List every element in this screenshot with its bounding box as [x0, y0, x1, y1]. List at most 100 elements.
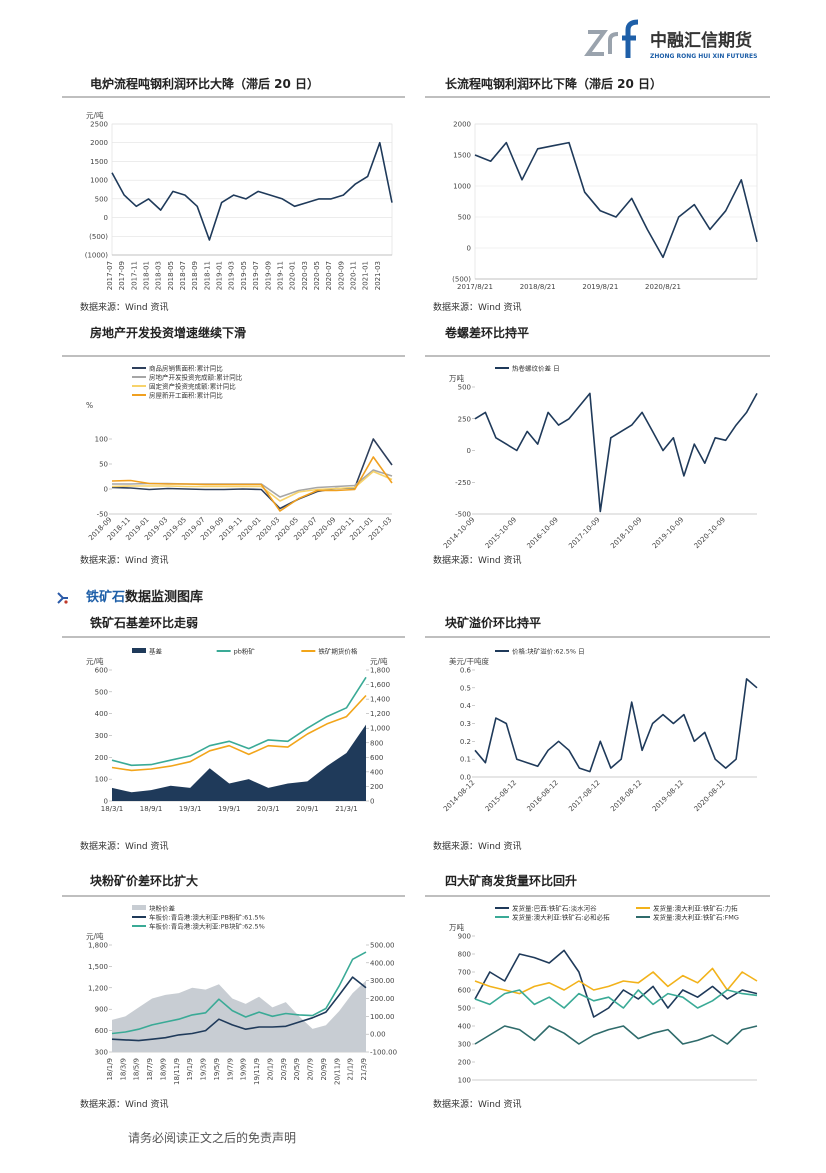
line: [111, 438, 393, 510]
legend-label: 房屋新开工面积:累计同比: [149, 391, 223, 400]
legend-label: 热卷螺纹价差 日: [512, 364, 560, 373]
x-tick-label: 2020-10-09: [693, 516, 727, 550]
line: [474, 989, 758, 1009]
y-tick-label: 0: [467, 447, 471, 455]
y-tick-label: 500: [95, 195, 108, 203]
y-tick-label: 0.3: [460, 720, 471, 728]
logo-r: [608, 32, 619, 54]
y-tick-label: 1,200: [88, 984, 108, 992]
x-tick-label: 20/11/9: [333, 1058, 341, 1085]
legend-label: 块粉价差: [149, 904, 176, 913]
y-tick-label: 900: [95, 1006, 108, 1014]
y-tick-label: 1,800: [370, 667, 390, 675]
chart-source: 数据来源：Wind 资讯: [433, 554, 521, 566]
y-tick-label: 0.6: [460, 667, 472, 675]
y-tick-label: 600: [95, 1027, 108, 1035]
x-tick-label: 19/11/9: [253, 1058, 261, 1085]
y-axis-unit: 万吨: [449, 373, 464, 383]
line: [474, 392, 758, 513]
x-tick-label: 20/7/9: [307, 1058, 315, 1081]
y-tick-label: (500): [452, 276, 471, 284]
plot-frame: [474, 123, 758, 280]
y-tick-label: 600: [458, 987, 471, 995]
logo: 中融汇信期货 ZHONG RONG HUI XIN FUTURES: [584, 19, 757, 60]
legend-label: 车板价:青岛港:澳大利亚:PB块矿:62.5%: [149, 922, 265, 931]
legend-label: 房地产开发投资完成额:累计同比: [149, 373, 243, 382]
x-tick-label: 18/3/1: [101, 805, 124, 813]
chart-source: 数据来源：Wind 资讯: [433, 301, 521, 313]
y-tick-label: 1,500: [88, 963, 108, 971]
x-tick-label: 21/3/9: [360, 1058, 368, 1081]
y-tick-label: 200: [95, 754, 108, 762]
x-tick-label: 2020-07: [325, 261, 333, 290]
y-tick-label: 0.5: [460, 684, 471, 692]
x-tick-label: 20/5/9: [293, 1058, 301, 1081]
y-tick-label: 900: [458, 933, 471, 941]
x-tick-label: 2019-07: [252, 261, 260, 290]
x-tick-label: 20/3/9: [280, 1058, 288, 1081]
x-tick-label: 2017-10-09: [567, 516, 601, 550]
x-tick-label: 21/1/9: [347, 1058, 355, 1081]
x-tick-label: 2019-01: [216, 261, 224, 290]
x-tick-label: 2020-08-12: [693, 779, 727, 813]
x-tick-label: 2018-03: [155, 261, 163, 290]
x-tick-label: 2017/8/21: [457, 283, 493, 291]
y-tick-label: 1,600: [370, 681, 390, 689]
chart-source: 数据来源：Wind 资讯: [80, 840, 168, 852]
x-tick-label: 2019-08-12: [651, 779, 685, 813]
x-tick-label: 19/1/9: [186, 1058, 194, 1081]
chart-source: 数据来源：Wind 资讯: [433, 1098, 521, 1110]
section-highlight: 铁矿石: [85, 589, 125, 605]
y-tick-label: 1000: [453, 183, 471, 191]
x-tick-label: 2018-01: [143, 261, 151, 290]
line: [111, 676, 367, 767]
legend-label: 固定资产投资完成额:累计同比: [149, 382, 236, 391]
y-tick-label: 500: [458, 384, 471, 392]
x-tick-label: 19/3/9: [200, 1058, 208, 1081]
y-tick-label: 2500: [90, 121, 108, 129]
y-tick-label: 600: [370, 754, 383, 762]
y-tick-label: 0.1: [460, 756, 471, 764]
x-tick-label: 21/3/1: [335, 805, 358, 813]
x-tick-label: 18/1/9: [106, 1058, 114, 1081]
x-tick-label: 19/5/9: [213, 1058, 221, 1081]
y-tick-label: 100.00: [370, 1013, 395, 1021]
x-tick-label: 2020-11: [349, 261, 357, 290]
chart-heading: 房地产开发投资增速继续下滑: [90, 325, 246, 340]
y-tick-label: 0: [104, 798, 108, 806]
line: [111, 470, 393, 502]
y-axis-unit: 万吨: [449, 922, 464, 932]
chart-source: 数据来源：Wind 资讯: [80, 1098, 168, 1110]
section-marker: [57, 592, 68, 604]
x-tick-label: 2019-11: [276, 261, 284, 290]
line: [474, 949, 758, 1018]
y-tick-label: 1000: [90, 177, 108, 185]
x-tick-label: 2020-09: [337, 261, 345, 290]
y-tick-label: 100: [458, 1077, 471, 1085]
y-tick-label: 200.00: [370, 995, 395, 1003]
x-tick-label: 2017-07: [106, 261, 114, 290]
x-tick-label: 2018-08-12: [609, 779, 643, 813]
area: [112, 724, 366, 801]
x-tick-label: 2019-03: [228, 261, 236, 290]
chart-source: 数据来源：Wind 资讯: [80, 554, 168, 566]
x-tick-label: 2018-10-09: [609, 516, 643, 550]
chart-source: 数据来源：Wind 资讯: [433, 840, 521, 852]
line: [111, 694, 367, 772]
y-tick-label: 0: [467, 245, 471, 253]
legend-label: 发货量:澳大利亚:铁矿石:FMG: [653, 913, 739, 922]
legend-label: 价格:块矿溢价:62.5% 日: [512, 647, 585, 656]
x-tick-label: 18/9/1: [140, 805, 163, 813]
y-tick-label: 0: [370, 798, 374, 806]
x-tick-label: 2017-08-12: [567, 779, 601, 813]
y-tick-label: 0.00: [370, 1031, 386, 1039]
x-tick-label: 2021-01: [362, 261, 370, 290]
chart-heading: 长流程吨钢利润环比下降（滞后 20 日）: [445, 76, 662, 91]
y-tick-label: 1500: [90, 158, 108, 166]
chart-heading: 四大矿商发货量环比回升: [445, 873, 577, 888]
x-tick-label: 2018/8/21: [520, 283, 556, 291]
y-tick-label: (500): [89, 233, 108, 241]
x-tick-label: 2014-10-09: [442, 516, 476, 550]
logo-z: [584, 30, 608, 56]
